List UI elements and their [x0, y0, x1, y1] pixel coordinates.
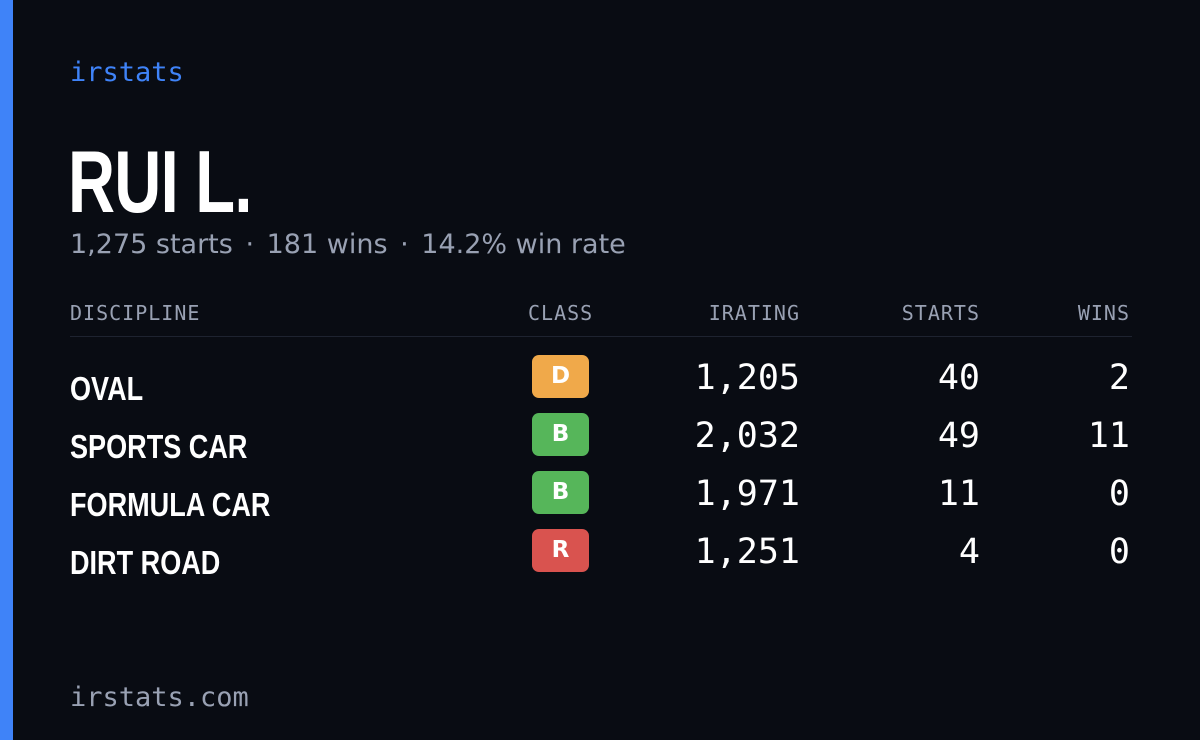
summary-separator: ·: [245, 229, 255, 260]
table-header: DISCIPLINE CLASS IRATING STARTS WINS: [70, 298, 1132, 337]
summary-win-rate: 14.2% win rate: [421, 229, 626, 260]
wins-value: 0: [1108, 474, 1130, 514]
table-body: OVAL D 1,205 40 2 SPORTS CAR B 2,032 49 …: [70, 355, 1132, 587]
discipline-name: DIRT ROAD: [70, 544, 221, 581]
brand-logo-text: irstats: [70, 57, 184, 88]
wins-value: 0: [1108, 532, 1130, 572]
starts-value: 11: [937, 474, 980, 514]
header-wins: WINS: [1077, 301, 1130, 325]
summary-wins: 181 wins: [266, 229, 388, 260]
class-badge: D: [532, 355, 589, 398]
starts-value: 49: [937, 416, 980, 456]
footer-url: irstats.com: [70, 682, 249, 713]
driver-summary: 1,275 starts · 181 wins · 14.2% win rate: [70, 228, 626, 262]
discipline-name: SPORTS CAR: [70, 428, 248, 465]
summary-starts: 1,275 starts: [70, 229, 233, 260]
accent-bar: [0, 0, 13, 740]
summary-separator: ·: [400, 229, 409, 260]
class-badge: B: [532, 471, 589, 514]
table-row: FORMULA CAR B 1,971 11 0: [70, 471, 1132, 529]
discipline-stats-table: DISCIPLINE CLASS IRATING STARTS WINS OVA…: [70, 298, 1132, 587]
irating-value: 1,205: [694, 358, 800, 398]
header-starts: STARTS: [901, 301, 980, 325]
starts-value: 4: [958, 532, 980, 572]
class-badge: B: [532, 413, 589, 456]
wins-value: 2: [1108, 358, 1130, 398]
discipline-name: OVAL: [70, 370, 144, 407]
table-row: OVAL D 1,205 40 2: [70, 355, 1132, 413]
table-row: DIRT ROAD R 1,251 4 0: [70, 529, 1132, 587]
irating-value: 1,971: [694, 474, 800, 514]
wins-value: 11: [1087, 416, 1130, 456]
header-irating: IRATING: [708, 301, 800, 325]
table-row: SPORTS CAR B 2,032 49 11: [70, 413, 1132, 471]
driver-name: RUI L.: [68, 132, 252, 231]
irating-value: 1,251: [694, 532, 800, 572]
class-badge: R: [532, 529, 589, 572]
starts-value: 40: [937, 358, 980, 398]
header-class: CLASS: [528, 301, 594, 325]
header-discipline: DISCIPLINE: [70, 301, 201, 325]
irating-value: 2,032: [694, 416, 800, 456]
discipline-name: FORMULA CAR: [70, 486, 271, 523]
